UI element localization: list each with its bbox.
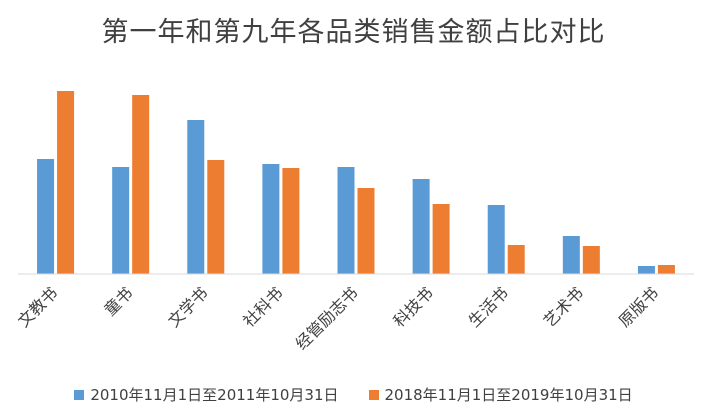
legend-label: 2018年11月1日至2019年10月31日 [384, 386, 633, 404]
x-tick-label: 童书 [100, 283, 136, 319]
legend-label: 2010年11月1日至2011年10月31日 [90, 386, 339, 404]
bar-2-7 [507, 245, 525, 274]
bar-2-5 [357, 188, 375, 274]
x-tick-label: 社科书 [239, 283, 286, 330]
bar-1-3 [187, 120, 205, 274]
bar-1-4 [262, 164, 280, 274]
x-tick-label: 科技书 [390, 283, 437, 330]
bar-1-1 [37, 159, 55, 274]
x-tick-label: 生活书 [465, 283, 512, 330]
bar-1-7 [487, 205, 505, 274]
legend-item-2: 2018年11月1日至2019年10月31日 [368, 384, 633, 405]
bar-1-8 [562, 236, 580, 274]
legend-swatch [368, 389, 379, 400]
bar-1-5 [337, 167, 355, 274]
bar-2-2 [132, 95, 150, 274]
x-tick-label: 原版书 [615, 283, 662, 330]
legend-swatch [74, 389, 85, 400]
chart-title: 第一年和第九年各品类销售金额占比对比 [101, 17, 606, 48]
bar-2-1 [57, 91, 75, 274]
legend-item-1: 2010年11月1日至2011年10月31日 [74, 384, 339, 405]
bar-2-3 [207, 160, 225, 274]
bar-1-9 [637, 266, 655, 274]
x-tick-label: 艺术书 [540, 283, 587, 330]
bar-1-6 [412, 179, 430, 274]
bar-2-8 [582, 246, 600, 274]
bar-2-9 [657, 265, 675, 274]
legend: 2010年11月1日至2011年10月31日 2018年11月1日至2019年10… [0, 384, 707, 405]
bar-2-4 [282, 168, 300, 274]
bars-group [37, 91, 675, 274]
x-tick-labels: 文教书 童书 文学书 社科书 经管励志书 科技书 生活书 艺术书 原版书 [14, 283, 662, 353]
x-tick-label: 文学书 [164, 283, 211, 330]
bar-2-6 [432, 204, 450, 274]
x-tick-label: 文教书 [14, 283, 61, 330]
x-tick-label: 经管励志书 [292, 283, 362, 353]
bar-1-2 [112, 167, 130, 274]
